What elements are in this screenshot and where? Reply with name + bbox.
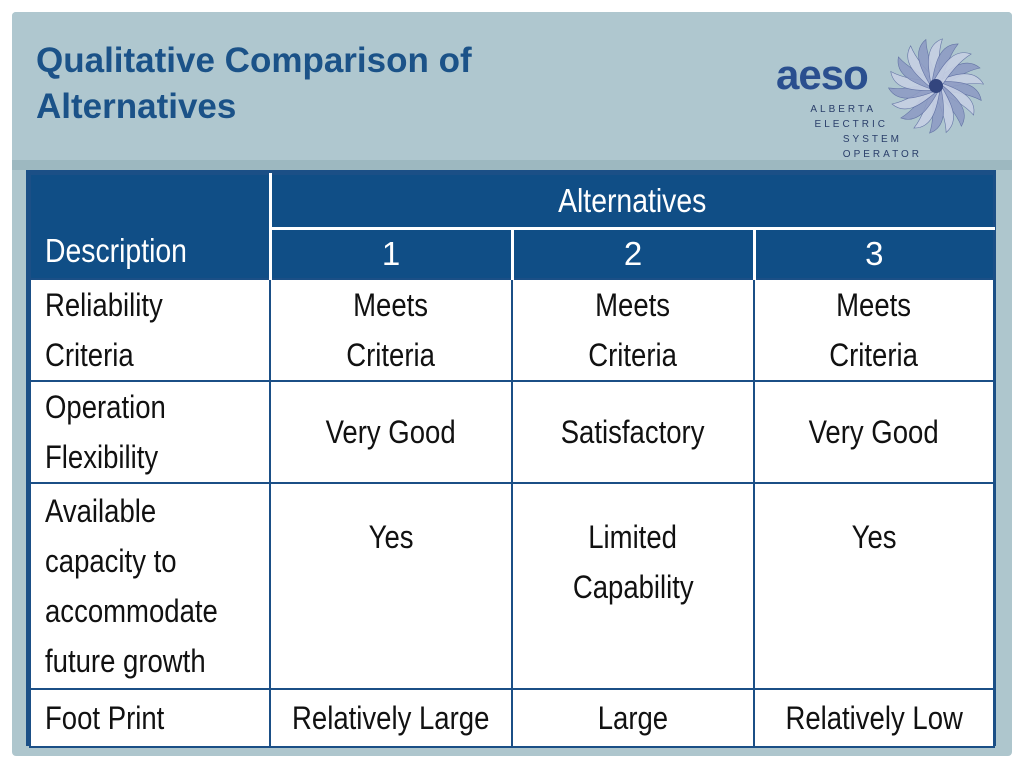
alternative-2-value: Satisfactory: [511, 380, 755, 484]
header-band: [12, 12, 1012, 160]
table-row: Foot Print Relatively Large Large Relativel…: [29, 688, 996, 748]
alternative-1-value: Very Good: [269, 380, 513, 484]
alternative-3-value: Very Good: [752, 380, 996, 484]
aeso-logo: aeso ALBERTA ELECTRIC SYSTEM OPERATOR: [772, 32, 1002, 162]
alternative-1-value: Meets Criteria: [269, 278, 513, 382]
swirl-center: [929, 79, 943, 93]
table-row: Available capacity to accommodate future gr…: [29, 482, 996, 690]
description-header: Description: [29, 173, 272, 280]
slide-title: Qualitative Comparison of Alternatives: [36, 38, 596, 130]
alternative-2-value: Large: [511, 688, 755, 748]
comparison-table-container: Description Alternatives 1 2 3 Reliabili…: [26, 170, 996, 748]
alternative-3-header: 3: [752, 227, 996, 280]
alternative-1-value: Relatively Large: [269, 688, 513, 748]
swirl-logo-icon: [887, 38, 985, 134]
alternative-3-value: Relatively Low: [752, 688, 996, 748]
header-divider: [12, 160, 1012, 170]
alternative-3-value: Yes: [752, 482, 996, 690]
alternative-2-value: Limited Capability: [511, 482, 755, 690]
table-body: Reliability Criteria Meets Criteria Meets Cri…: [29, 278, 996, 748]
alternatives-header: Alternatives: [268, 173, 996, 230]
table-row: Reliability Criteria Meets Criteria Meets Cri…: [29, 278, 996, 382]
table-row: Operation Flexibility Very Good Satisfactor…: [29, 380, 996, 484]
title-line-1: Qualitative Comparison of: [36, 41, 472, 80]
row-description: Available capacity to accommodate future gr…: [29, 482, 271, 690]
logo-subtitle: ALBERTA ELECTRIC SYSTEM OPERATOR: [802, 102, 922, 162]
logo-sub-line-1: ALBERTA: [810, 104, 876, 115]
slide: Qualitative Comparison of Alternatives a…: [12, 12, 1012, 756]
logo-sub-line-4: OPERATOR: [842, 149, 922, 160]
alternative-3-value: Meets Criteria: [752, 278, 996, 382]
logo-wordmark: aeso: [776, 51, 869, 98]
row-description: Reliability Criteria: [29, 278, 271, 382]
alternative-1-header: 1: [269, 227, 514, 280]
logo-sub-line-2: ELECTRIC: [814, 119, 888, 130]
swirl-blade: [933, 52, 972, 93]
title-line-2: Alternatives: [36, 87, 237, 126]
alternative-2-value: Meets Criteria: [511, 278, 755, 382]
row-description: Operation Flexibility: [29, 380, 271, 484]
alternative-2-header: 2: [511, 227, 756, 280]
logo-sub-line-3: SYSTEM: [842, 134, 902, 145]
comparison-table: Description Alternatives 1 2 3 Reliabili…: [29, 173, 996, 748]
row-description: Foot Print: [29, 688, 271, 748]
alternative-1-value: Yes: [269, 482, 513, 690]
